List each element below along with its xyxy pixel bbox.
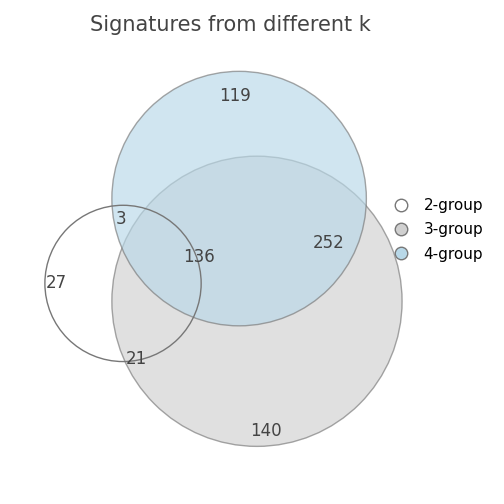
Circle shape [112,156,402,447]
Text: 252: 252 [312,234,344,252]
Circle shape [112,72,366,326]
Text: 27: 27 [45,274,67,292]
Text: 21: 21 [126,350,147,368]
Text: 140: 140 [250,422,282,440]
Legend: 2-group, 3-group, 4-group: 2-group, 3-group, 4-group [381,194,488,266]
Text: 119: 119 [219,87,250,105]
Text: 136: 136 [183,247,215,266]
Title: Signatures from different k: Signatures from different k [90,15,370,35]
Text: 3: 3 [115,210,126,228]
